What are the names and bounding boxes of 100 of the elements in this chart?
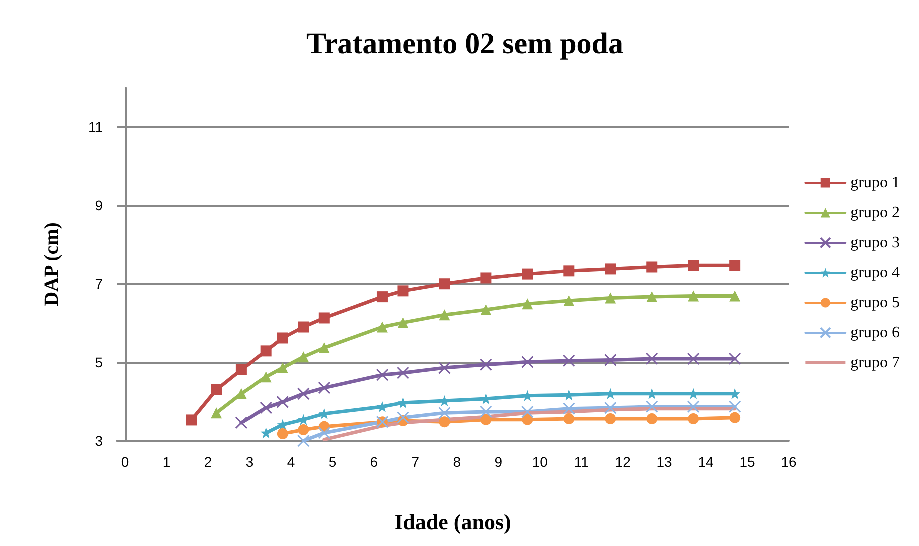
x-axis-title: Idade (anos) (394, 510, 512, 534)
legend-label: grupo 2 (850, 204, 900, 222)
point (298, 424, 310, 436)
point (439, 310, 450, 321)
y-axis-title: DAP (cm) (41, 222, 63, 306)
point (605, 264, 616, 275)
point (646, 292, 658, 303)
legend-label: grupo 1 (850, 174, 900, 192)
point (646, 400, 658, 414)
point (260, 402, 273, 414)
point (480, 272, 492, 284)
point (688, 290, 700, 302)
point (236, 364, 247, 376)
x-tick-label: 15 (740, 454, 756, 470)
x-tick-label: 10 (532, 454, 548, 470)
legend-label: grupo 6 (850, 324, 900, 342)
point (277, 332, 288, 344)
point (564, 266, 575, 277)
point (564, 414, 575, 425)
point (688, 260, 700, 272)
point (260, 428, 272, 439)
y-tick-label: 9 (95, 198, 104, 214)
point (260, 372, 272, 383)
point (398, 317, 409, 328)
legend-label: grupo 3 (850, 234, 900, 252)
point (211, 408, 222, 419)
legend-label: grupo 4 (850, 264, 900, 282)
x-tick-label: 14 (698, 454, 714, 470)
point (564, 295, 575, 306)
point (522, 414, 534, 426)
point (730, 412, 741, 424)
point (480, 414, 492, 426)
point (318, 312, 330, 324)
point (318, 342, 330, 354)
point (480, 406, 492, 418)
point (521, 356, 534, 368)
point (604, 402, 617, 414)
x-tick-label: 0 (121, 454, 130, 470)
x-tick-label: 6 (370, 454, 378, 470)
y-tick-label: 7 (95, 276, 104, 292)
point (276, 396, 290, 408)
x-tick-label: 8 (453, 454, 462, 470)
point (318, 382, 331, 394)
point (562, 402, 576, 416)
point (396, 412, 410, 424)
point (277, 428, 288, 440)
point (298, 352, 310, 363)
point (211, 384, 222, 396)
x-tick-label: 9 (494, 454, 503, 470)
x-tick-label: 13 (656, 454, 673, 470)
point (260, 346, 272, 357)
y-tick-label: 5 (95, 354, 104, 371)
x-tick-label: 1 (162, 454, 171, 470)
point (646, 352, 658, 366)
point (438, 406, 451, 420)
x-tick-label: 5 (328, 454, 337, 470)
point (687, 400, 700, 414)
point (646, 262, 658, 273)
point (730, 260, 741, 272)
point (297, 388, 310, 400)
point (522, 298, 534, 310)
point (376, 322, 388, 333)
point (522, 268, 534, 280)
point (376, 368, 389, 382)
point (235, 416, 248, 430)
point (646, 414, 658, 425)
point (730, 290, 741, 302)
x-tick-label: 4 (287, 454, 296, 470)
point (562, 354, 576, 368)
point (186, 414, 198, 426)
point (277, 362, 288, 374)
point (521, 406, 534, 418)
point (728, 400, 742, 414)
point (605, 414, 616, 425)
point (396, 366, 410, 380)
point (236, 388, 247, 400)
point (318, 426, 331, 440)
line-series (322, 407, 737, 442)
point (480, 304, 492, 316)
legend-label: grupo 5 (850, 294, 900, 312)
point (688, 414, 700, 425)
legend-label: grupo 7 (850, 354, 900, 372)
x-tick-label: 11 (574, 454, 590, 470)
point (298, 322, 310, 333)
point (439, 416, 450, 428)
y-tick-label: 3 (95, 433, 104, 449)
point (728, 352, 742, 366)
x-tick-label: 2 (204, 454, 212, 470)
x-tick-label: 16 (781, 454, 797, 470)
x-tick-label: 3 (246, 454, 254, 470)
point (438, 362, 451, 374)
x-tick-label: 7 (412, 454, 420, 470)
point (480, 358, 492, 372)
x-tick-label: 12 (615, 454, 632, 470)
y-tick-label: 11 (88, 119, 104, 136)
point (439, 278, 450, 290)
point (605, 292, 616, 304)
chart-title: Tratamento 02 sem poda (306, 28, 624, 60)
point (398, 286, 409, 297)
point (604, 354, 617, 366)
